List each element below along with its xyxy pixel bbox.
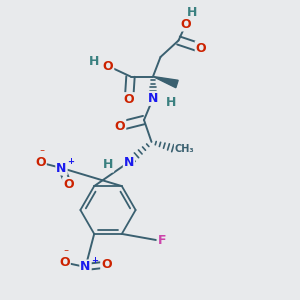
Text: N: N — [148, 92, 158, 105]
Text: O: O — [59, 256, 70, 269]
Text: F: F — [158, 233, 166, 247]
Text: N: N — [124, 155, 134, 169]
Polygon shape — [153, 76, 178, 88]
Text: +: + — [67, 158, 74, 166]
Text: ⁻: ⁻ — [63, 248, 68, 258]
Text: O: O — [124, 93, 134, 106]
Text: O: O — [181, 17, 191, 31]
Text: CH₃: CH₃ — [175, 144, 194, 154]
Text: O: O — [63, 178, 74, 191]
Text: +: + — [91, 256, 98, 266]
Text: H: H — [103, 158, 113, 172]
Text: O: O — [35, 156, 46, 169]
Text: N: N — [56, 161, 67, 175]
Text: H: H — [89, 55, 100, 68]
Text: ⁻: ⁻ — [39, 148, 44, 158]
Text: O: O — [115, 119, 125, 133]
Text: N: N — [80, 260, 91, 274]
Text: O: O — [101, 258, 112, 271]
Text: O: O — [103, 59, 113, 73]
Text: H: H — [187, 5, 197, 19]
Text: O: O — [196, 41, 206, 55]
Text: H: H — [166, 96, 176, 109]
